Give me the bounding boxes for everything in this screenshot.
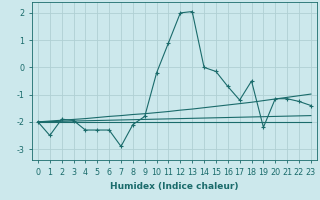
X-axis label: Humidex (Indice chaleur): Humidex (Indice chaleur)	[110, 182, 239, 191]
